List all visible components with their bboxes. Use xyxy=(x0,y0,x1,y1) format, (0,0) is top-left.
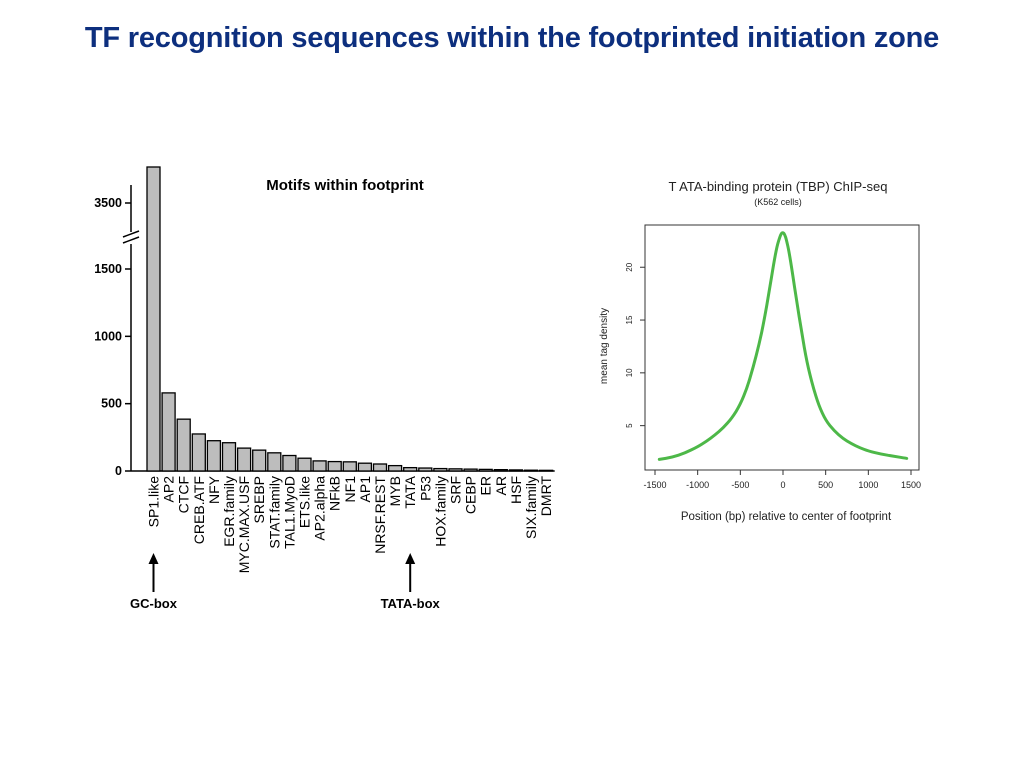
bar-axis-break-mark xyxy=(122,236,140,244)
bar-CTCF xyxy=(176,418,191,472)
annotation-label: TATA-box xyxy=(381,596,441,611)
bar-AP2.alpha xyxy=(312,460,327,472)
bar-y-tick-label: 500 xyxy=(101,397,122,411)
bar-category-label: EGR.family xyxy=(221,476,237,547)
bar-EGR.family xyxy=(221,442,237,472)
line-x-tick-label: 0 xyxy=(780,480,785,490)
line-y-tick-label: 10 xyxy=(625,368,634,377)
slide-title: TF recognition sequences within the foot… xyxy=(84,22,940,54)
bar-category-label: AP1 xyxy=(357,476,373,503)
bar-SREBP xyxy=(252,449,267,472)
bar-AR xyxy=(493,469,508,472)
bar-category-label: NF1 xyxy=(342,476,358,503)
bar-category-label: MYB xyxy=(387,476,403,506)
line-y-tick-label: 5 xyxy=(625,423,634,428)
bar-category-label: SP1.like xyxy=(146,476,162,528)
bar-DMRT xyxy=(538,469,554,472)
bar-NRSF.REST xyxy=(372,463,388,472)
bar-HOX.family xyxy=(433,467,448,472)
bar-HSF xyxy=(508,469,524,472)
bar-TAL1.MyoD xyxy=(282,454,297,472)
bar-STAT.family xyxy=(267,452,282,472)
bar-category-label: CREB.ATF xyxy=(191,476,207,544)
bar-y-tick-label: 0 xyxy=(115,464,122,478)
line-series-tbp xyxy=(657,231,909,461)
line-plot-frame xyxy=(644,224,920,471)
bar-chart-title: Motifs within footprint xyxy=(266,177,423,194)
bar-ER xyxy=(478,468,493,472)
line-x-tick-label: 500 xyxy=(818,480,833,490)
bar-category-label: HSF xyxy=(508,476,524,504)
line-x-tick-label: -1000 xyxy=(686,480,709,490)
bar-category-label: SIX.family xyxy=(523,476,539,539)
bar-category-label: AP2.alpha xyxy=(312,476,328,541)
bar-category-label: AP2 xyxy=(161,476,177,503)
line-y-tick-label: 15 xyxy=(625,315,634,324)
bar-SP1.like xyxy=(146,166,161,472)
bar-TATA xyxy=(403,466,418,472)
bar-category-label: NRSF.REST xyxy=(372,476,388,554)
bar-category-label: TATA xyxy=(402,475,418,508)
bar-category-label: ETS.like xyxy=(297,476,313,528)
bar-axis-break-mark xyxy=(122,230,140,238)
line-x-tick-label: -500 xyxy=(731,480,749,490)
bar-category-label: DMRT xyxy=(538,476,554,517)
line-chart-xlabel: Position (bp) relative to center of foot… xyxy=(681,511,892,523)
bar-category-label: SRF xyxy=(448,476,464,504)
bar-ETS.like xyxy=(297,457,312,472)
bar-y-tick-label: 1000 xyxy=(94,329,122,343)
line-x-tick-label: 1500 xyxy=(901,480,921,490)
bar-category-label: CTCF xyxy=(176,476,192,513)
line-chart-subtitle: (K562 cells) xyxy=(754,197,802,207)
annotation-arrowhead xyxy=(405,553,416,564)
bar-category-label: CEBP xyxy=(463,476,479,514)
bar-CREB.ATF xyxy=(191,433,206,472)
bar-P53 xyxy=(418,467,433,472)
annotation-label: GC-box xyxy=(130,596,178,611)
bar-category-label: AR xyxy=(493,476,509,495)
bar-y-tick-label: 3500 xyxy=(94,196,122,210)
bar-category-label: MYC.MAX.USF xyxy=(236,476,252,573)
line-x-tick-label: -1500 xyxy=(643,480,666,490)
annotation-arrowhead xyxy=(148,553,159,564)
bar-category-label: NFY xyxy=(206,475,222,504)
bar-MYC.MAX.USF xyxy=(236,447,252,472)
bar-y-tick-label: 1500 xyxy=(94,262,122,276)
bar-category-label: STAT.family xyxy=(266,476,282,549)
bar-MYB xyxy=(387,464,403,472)
bar-NFY xyxy=(206,440,222,472)
line-chart-ylabel: mean tag density xyxy=(599,308,610,384)
line-chart-title: T ATA-binding protein (TBP) ChIP-seq xyxy=(669,179,888,194)
bar-category-label: P53 xyxy=(417,476,433,501)
bar-category-label: SREBP xyxy=(251,476,267,523)
bar-category-label: HOX.family xyxy=(432,476,448,547)
bar-category-label: TAL1.MyoD xyxy=(281,476,297,549)
bar-NF1 xyxy=(342,461,357,472)
bar-CEBP xyxy=(463,468,478,472)
line-x-tick-label: 1000 xyxy=(858,480,878,490)
bar-SIX.family xyxy=(523,469,539,472)
bar-AP1 xyxy=(357,462,373,472)
bar-SRF xyxy=(448,468,463,472)
bar-AP2 xyxy=(161,392,176,472)
bar-category-label: NFkB xyxy=(327,476,343,511)
line-y-tick-label: 20 xyxy=(625,262,634,271)
bar-category-label: ER xyxy=(478,476,494,495)
bar-NFkB xyxy=(327,460,342,472)
